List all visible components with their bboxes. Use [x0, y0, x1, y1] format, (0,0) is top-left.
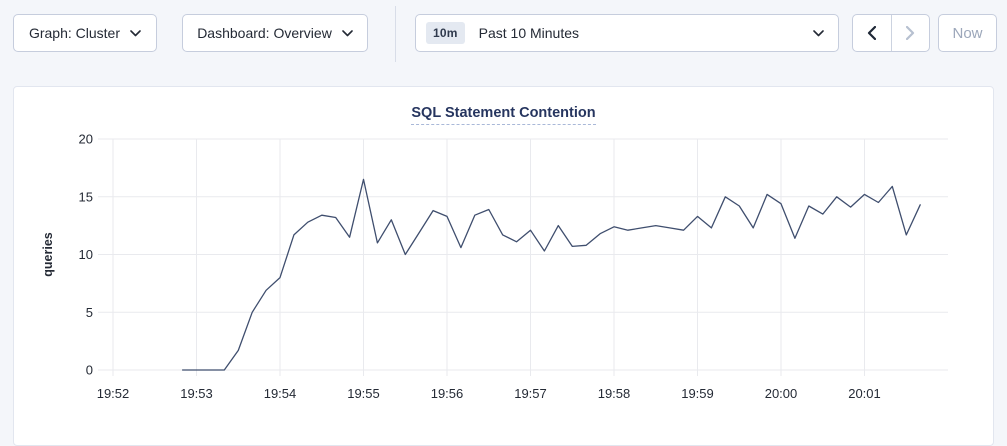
sql-contention-chart[interactable]: 0 5 10 15 20 19:52 19:53 19:54 19:55 19:56 19:57 19…	[14, 87, 993, 445]
x-tick-label: 19:59	[681, 386, 714, 401]
chevron-down-icon	[342, 29, 353, 37]
prev-time-button[interactable]	[853, 15, 891, 51]
y-tick-label: 5	[86, 305, 93, 320]
x-tick-label: 19:52	[97, 386, 130, 401]
toolbar-divider	[395, 6, 396, 62]
chevron-down-icon	[130, 29, 141, 37]
y-axis-label: queries	[41, 232, 55, 277]
chevron-down-icon	[813, 29, 824, 37]
x-tick-label: 19:55	[347, 386, 380, 401]
time-range-label: Past 10 Minutes	[478, 25, 580, 41]
x-tick-label: 19:54	[264, 386, 297, 401]
x-tick-label: 19:58	[598, 386, 631, 401]
graph-dropdown-label: Graph: Cluster	[28, 25, 121, 41]
chart-card: SQL Statement Contention 0 5 10 15 20 19:52 19…	[13, 86, 994, 446]
x-tick-label: 20:01	[848, 386, 881, 401]
chevron-left-icon	[867, 25, 877, 41]
y-tick-label: 20	[79, 132, 93, 147]
time-range-badge: 10m	[426, 22, 465, 44]
toolbar: Graph: Cluster Dashboard: Overview 10m P…	[0, 0, 1007, 70]
dashboard-dropdown-label: Dashboard: Overview	[197, 25, 332, 41]
dashboard-dropdown[interactable]: Dashboard: Overview	[182, 14, 368, 52]
time-range-selector[interactable]: 10m Past 10 Minutes	[415, 14, 839, 52]
y-tick-label: 0	[86, 363, 93, 378]
next-time-button[interactable]	[890, 15, 930, 51]
x-tick-label: 19:57	[514, 386, 547, 401]
y-tick-label: 15	[79, 189, 93, 204]
now-button[interactable]: Now	[938, 14, 997, 52]
x-tick-label: 20:00	[765, 386, 798, 401]
chart-title-wrap: SQL Statement Contention	[14, 104, 993, 125]
chevron-right-icon	[905, 25, 915, 41]
x-tick-label: 19:53	[180, 386, 213, 401]
y-tick-label: 10	[79, 247, 93, 262]
time-step-group	[852, 14, 930, 52]
x-tick-label: 19:56	[431, 386, 464, 401]
chart-title[interactable]: SQL Statement Contention	[411, 105, 596, 125]
graph-dropdown[interactable]: Graph: Cluster	[13, 14, 157, 52]
series-line-queries	[181, 178, 921, 371]
